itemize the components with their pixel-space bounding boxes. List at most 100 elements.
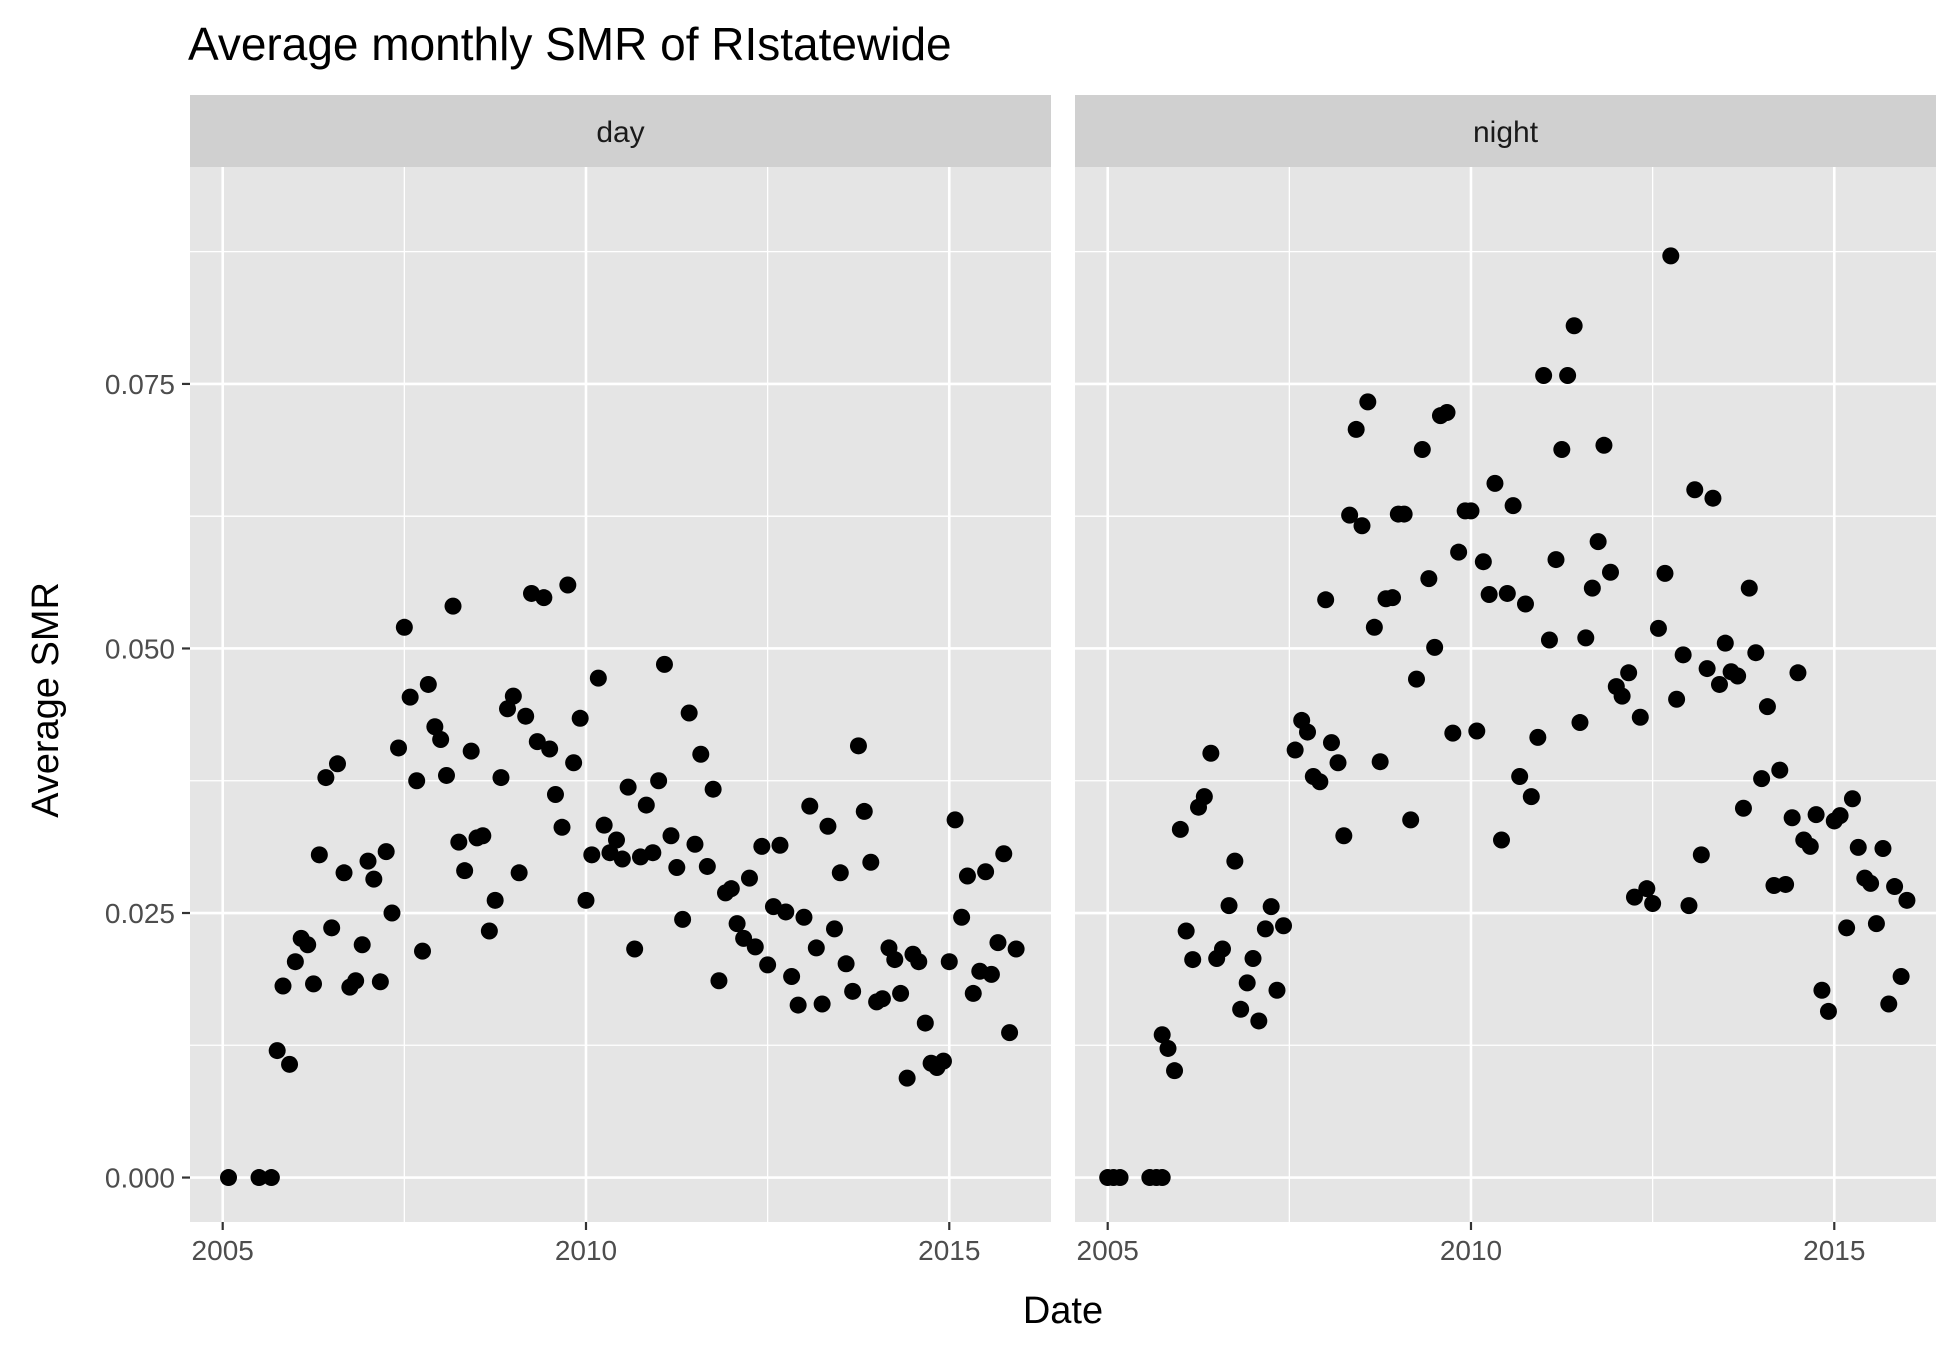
data-point xyxy=(250,1169,268,1187)
data-point xyxy=(474,827,492,845)
data-point xyxy=(1801,837,1819,855)
facet-strip xyxy=(190,95,1051,167)
data-point xyxy=(989,934,1007,952)
data-point xyxy=(1341,506,1359,524)
data-point xyxy=(964,984,982,1002)
data-point xyxy=(1807,806,1825,824)
data-point xyxy=(1849,838,1867,856)
data-point xyxy=(644,844,662,862)
data-point xyxy=(1553,441,1571,459)
data-point xyxy=(486,891,504,909)
data-point xyxy=(655,655,673,673)
data-point xyxy=(371,973,389,991)
y-axis-title: Average SMR xyxy=(25,582,67,818)
data-point xyxy=(1753,770,1771,788)
data-point xyxy=(873,990,891,1008)
data-point xyxy=(462,742,480,760)
data-point xyxy=(886,951,904,969)
data-point xyxy=(1322,734,1340,752)
facet-strip xyxy=(1075,95,1936,167)
data-point xyxy=(1547,551,1565,569)
data-point xyxy=(1571,714,1589,732)
data-point xyxy=(958,867,976,885)
data-point xyxy=(977,863,995,881)
data-point xyxy=(1202,744,1220,762)
data-point xyxy=(377,843,395,861)
data-point xyxy=(953,908,971,926)
data-point xyxy=(1559,366,1577,384)
data-point xyxy=(1831,807,1849,825)
data-point xyxy=(1680,897,1698,915)
data-point xyxy=(432,730,450,748)
data-point xyxy=(262,1169,280,1187)
data-point xyxy=(220,1169,238,1187)
data-point xyxy=(1480,586,1498,604)
data-point xyxy=(499,700,517,718)
data-point xyxy=(1420,570,1438,588)
data-point xyxy=(704,780,722,798)
data-point xyxy=(1698,660,1716,678)
data-point xyxy=(1540,631,1558,649)
points-night xyxy=(1099,247,1916,1187)
data-point xyxy=(577,891,595,909)
data-point xyxy=(1007,940,1025,958)
facet-day: day 2005 2010 2015 xyxy=(190,95,1051,1266)
data-point xyxy=(1843,790,1861,808)
data-point xyxy=(1595,436,1613,454)
data-point xyxy=(1359,393,1377,411)
data-point xyxy=(595,816,613,834)
data-point xyxy=(541,740,559,758)
y-tick-label: 0.025 xyxy=(105,898,175,929)
data-point xyxy=(583,846,601,864)
data-point xyxy=(444,597,462,615)
data-point xyxy=(1740,579,1758,597)
data-point xyxy=(347,972,365,990)
data-point xyxy=(1311,773,1329,791)
data-point xyxy=(1892,968,1910,986)
y-tick-label: 0.050 xyxy=(105,633,175,664)
data-point xyxy=(728,915,746,933)
data-point xyxy=(565,754,583,772)
panel-background xyxy=(1075,167,1936,1222)
data-point xyxy=(740,869,758,887)
data-point xyxy=(1402,811,1420,829)
data-point xyxy=(1213,940,1231,958)
data-point xyxy=(1716,634,1734,652)
data-point xyxy=(456,862,474,880)
data-point xyxy=(1153,1169,1171,1187)
data-point xyxy=(1686,481,1704,499)
data-point xyxy=(1644,894,1662,912)
data-point xyxy=(553,818,571,836)
data-point xyxy=(1747,644,1765,662)
data-point xyxy=(1577,629,1595,647)
data-point xyxy=(1329,754,1347,772)
data-point xyxy=(528,733,546,751)
data-point xyxy=(668,859,686,877)
data-point xyxy=(910,953,928,971)
data-point xyxy=(662,827,680,845)
data-point xyxy=(504,687,522,705)
data-point xyxy=(1001,1024,1019,1042)
data-point xyxy=(1710,675,1728,693)
data-point xyxy=(844,982,862,1000)
data-point xyxy=(437,766,455,784)
data-point xyxy=(1529,728,1547,746)
data-point xyxy=(353,936,371,954)
facet-strip-label: night xyxy=(1473,116,1539,149)
data-point xyxy=(310,846,328,864)
data-point xyxy=(940,953,958,971)
data-point xyxy=(1758,698,1776,716)
data-point xyxy=(281,1055,299,1073)
data-point xyxy=(1704,489,1722,507)
data-point xyxy=(1898,891,1916,909)
data-point xyxy=(619,778,637,796)
data-point xyxy=(305,975,323,993)
data-point xyxy=(383,904,401,922)
data-point xyxy=(892,984,910,1002)
data-point xyxy=(849,737,867,755)
data-point xyxy=(390,739,408,757)
data-point xyxy=(1474,553,1492,571)
data-point xyxy=(1819,1002,1837,1020)
data-point xyxy=(1317,591,1335,609)
data-point xyxy=(510,864,528,882)
